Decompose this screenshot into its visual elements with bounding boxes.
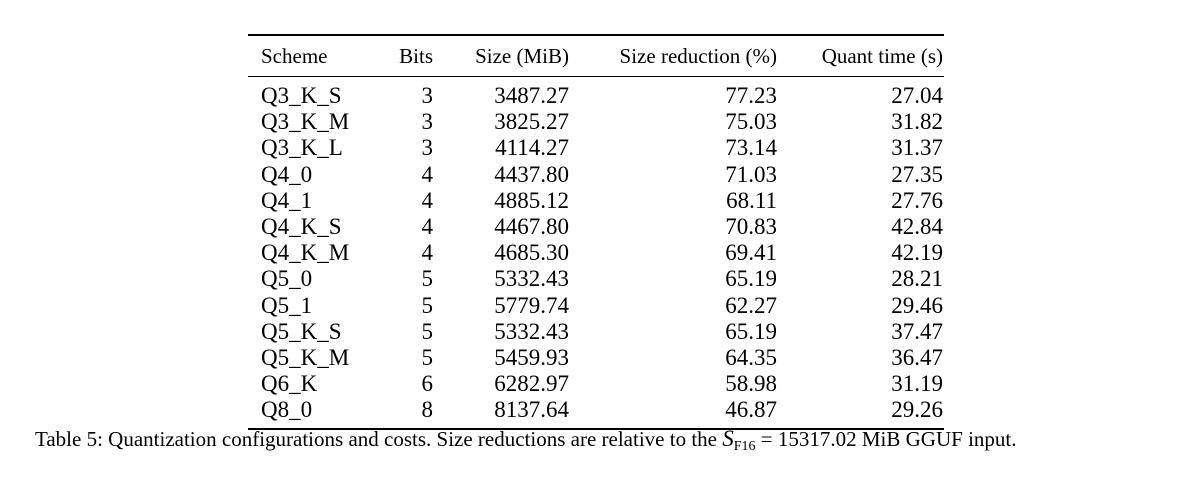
cell-quant-time: 27.35 xyxy=(891,161,943,187)
table-row: Q3_K_S 3 3487.27 77.23 27.04 xyxy=(248,77,957,109)
cell-size: 4467.80 xyxy=(494,214,569,240)
table-row: Q3_K_L 3 4114.27 73.14 31.37 xyxy=(248,135,957,161)
cell-size: 4685.30 xyxy=(494,240,569,266)
cell-scheme: Q4_1 xyxy=(261,187,313,213)
cell-scheme: Q5_K_S xyxy=(261,318,342,344)
cell-size-reduction: 75.03 xyxy=(725,109,777,135)
cell-size-reduction: 62.27 xyxy=(725,292,777,318)
cell-quant-time: 37.47 xyxy=(891,318,943,344)
table-header: Scheme Bits Size (MiB) Size reduction (%… xyxy=(248,36,957,76)
table-top-rule xyxy=(248,34,944,36)
cell-bits: 5 xyxy=(421,266,434,292)
cell-size-reduction: 46.87 xyxy=(725,397,777,423)
cell-scheme: Q3_K_L xyxy=(261,135,343,161)
cell-size-reduction: 65.19 xyxy=(725,318,777,344)
header-scheme: Scheme xyxy=(261,44,328,68)
cell-quant-time: 31.37 xyxy=(891,135,943,161)
cell-bits: 3 xyxy=(421,135,434,161)
cell-size-reduction: 58.98 xyxy=(725,371,777,397)
cell-bits: 3 xyxy=(421,83,434,108)
caption-text-after: MiB GGUF input. xyxy=(861,427,1017,451)
cell-quant-time: 27.76 xyxy=(891,187,943,213)
cell-bits: 4 xyxy=(421,240,434,266)
cell-size: 5779.74 xyxy=(494,292,569,318)
cell-quant-time: 31.82 xyxy=(891,109,943,135)
cell-size: 4885.12 xyxy=(494,187,569,213)
cell-scheme: Q4_K_S xyxy=(261,214,342,240)
cell-scheme: Q5_K_M xyxy=(261,345,350,371)
cell-quant-time: 42.84 xyxy=(891,214,943,240)
cell-scheme: Q5_0 xyxy=(261,266,313,292)
cell-size-reduction: 69.41 xyxy=(725,240,777,266)
cell-quant-time: 29.46 xyxy=(891,292,943,318)
cell-quant-time: 31.19 xyxy=(891,371,943,397)
table-caption: Table 5: Quantization configurations and… xyxy=(35,425,1175,461)
cell-scheme: Q5_1 xyxy=(261,292,313,318)
header-quant-time: Quant time (s) xyxy=(821,44,943,68)
cell-size-reduction: 70.83 xyxy=(725,214,777,240)
caption-math-equals: = 15317.02 xyxy=(760,427,857,451)
cell-scheme: Q6_K xyxy=(261,371,318,397)
header-bits: Bits xyxy=(399,44,433,68)
cell-bits: 5 xyxy=(421,345,434,371)
cell-quant-time: 42.19 xyxy=(891,240,943,266)
cell-size: 5332.43 xyxy=(494,318,569,344)
caption-math-symbol: S xyxy=(722,426,734,451)
cell-bits: 8 xyxy=(421,397,434,423)
cell-size-reduction: 65.19 xyxy=(725,266,777,292)
cell-size: 3487.27 xyxy=(494,83,569,108)
cell-bits: 4 xyxy=(421,161,434,187)
header-size-reduction: Size reduction (%) xyxy=(619,44,777,68)
table-row: Q4_1 4 4885.12 68.11 27.76 xyxy=(248,188,957,214)
cell-size: 3825.27 xyxy=(494,109,569,135)
cell-size-reduction: 77.23 xyxy=(725,83,777,108)
cell-bits: 4 xyxy=(421,214,434,240)
table-row: Q6_K 6 6282.97 58.98 31.19 xyxy=(248,371,957,397)
cell-scheme: Q8_0 xyxy=(261,397,313,423)
cell-size-reduction: 64.35 xyxy=(725,345,777,371)
cell-scheme: Q3_K_M xyxy=(261,109,350,135)
caption-text-before: Quantization configurations and costs. S… xyxy=(108,427,717,451)
cell-scheme: Q3_K_S xyxy=(261,83,342,108)
table-header-rule xyxy=(248,76,944,77)
cell-bits: 5 xyxy=(421,292,434,318)
table-row: Q4_0 4 4437.80 71.03 27.35 xyxy=(248,162,957,188)
cell-scheme: Q4_K_M xyxy=(261,240,350,266)
results-table-container: Scheme Bits Size (MiB) Size reduction (%… xyxy=(248,34,944,430)
quantization-table: Scheme Bits Size (MiB) Size reduction (%… xyxy=(248,36,957,76)
cell-bits: 4 xyxy=(421,187,434,213)
header-size: Size (MiB) xyxy=(475,44,569,68)
cell-size: 6282.97 xyxy=(494,371,569,397)
table-row: Q8_0 8 8137.64 46.87 29.26 xyxy=(248,397,957,427)
table-row: Q5_K_M 5 5459.93 64.35 36.47 xyxy=(248,345,957,371)
cell-quant-time: 36.47 xyxy=(891,345,943,371)
table-row: Q4_K_M 4 4685.30 69.41 42.19 xyxy=(248,240,957,266)
table-bottom-rule xyxy=(248,427,944,430)
table-row: Q5_0 5 5332.43 65.19 28.21 xyxy=(248,266,957,292)
cell-quant-time: 28.21 xyxy=(891,266,943,292)
cell-size-reduction: 68.11 xyxy=(726,187,777,213)
cell-size: 4437.80 xyxy=(494,161,569,187)
table-row: Q5_1 5 5779.74 62.27 29.46 xyxy=(248,293,957,319)
cell-size: 5332.43 xyxy=(494,266,569,292)
cell-size-reduction: 71.03 xyxy=(725,161,777,187)
cell-quant-time: 29.26 xyxy=(891,397,943,423)
cell-size: 4114.27 xyxy=(495,135,569,161)
table-row: Q4_K_S 4 4467.80 70.83 42.84 xyxy=(248,214,957,240)
table-row: Q5_K_S 5 5332.43 65.19 37.47 xyxy=(248,319,957,345)
header-row: Scheme Bits Size (MiB) Size reduction (%… xyxy=(248,36,957,76)
cell-bits: 3 xyxy=(421,109,434,135)
cell-size-reduction: 73.14 xyxy=(725,135,777,161)
cell-scheme: Q4_0 xyxy=(261,161,313,187)
caption-math-subscript: F16 xyxy=(733,439,756,454)
cell-size: 8137.64 xyxy=(494,397,569,423)
quantization-table-body: Q3_K_S 3 3487.27 77.23 27.04 Q3_K_M 3 3825.27 75… xyxy=(248,77,957,428)
cell-size: 5459.93 xyxy=(494,345,569,371)
cell-bits: 6 xyxy=(421,371,434,397)
table-row: Q3_K_M 3 3825.27 75.03 31.82 xyxy=(248,109,957,135)
cell-bits: 5 xyxy=(421,318,434,344)
cell-quant-time: 27.04 xyxy=(891,83,943,108)
table-body: Q3_K_S 3 3487.27 77.23 27.04 Q3_K_M 3 3825.27 75… xyxy=(248,77,957,428)
caption-label: Table 5: xyxy=(35,427,103,451)
